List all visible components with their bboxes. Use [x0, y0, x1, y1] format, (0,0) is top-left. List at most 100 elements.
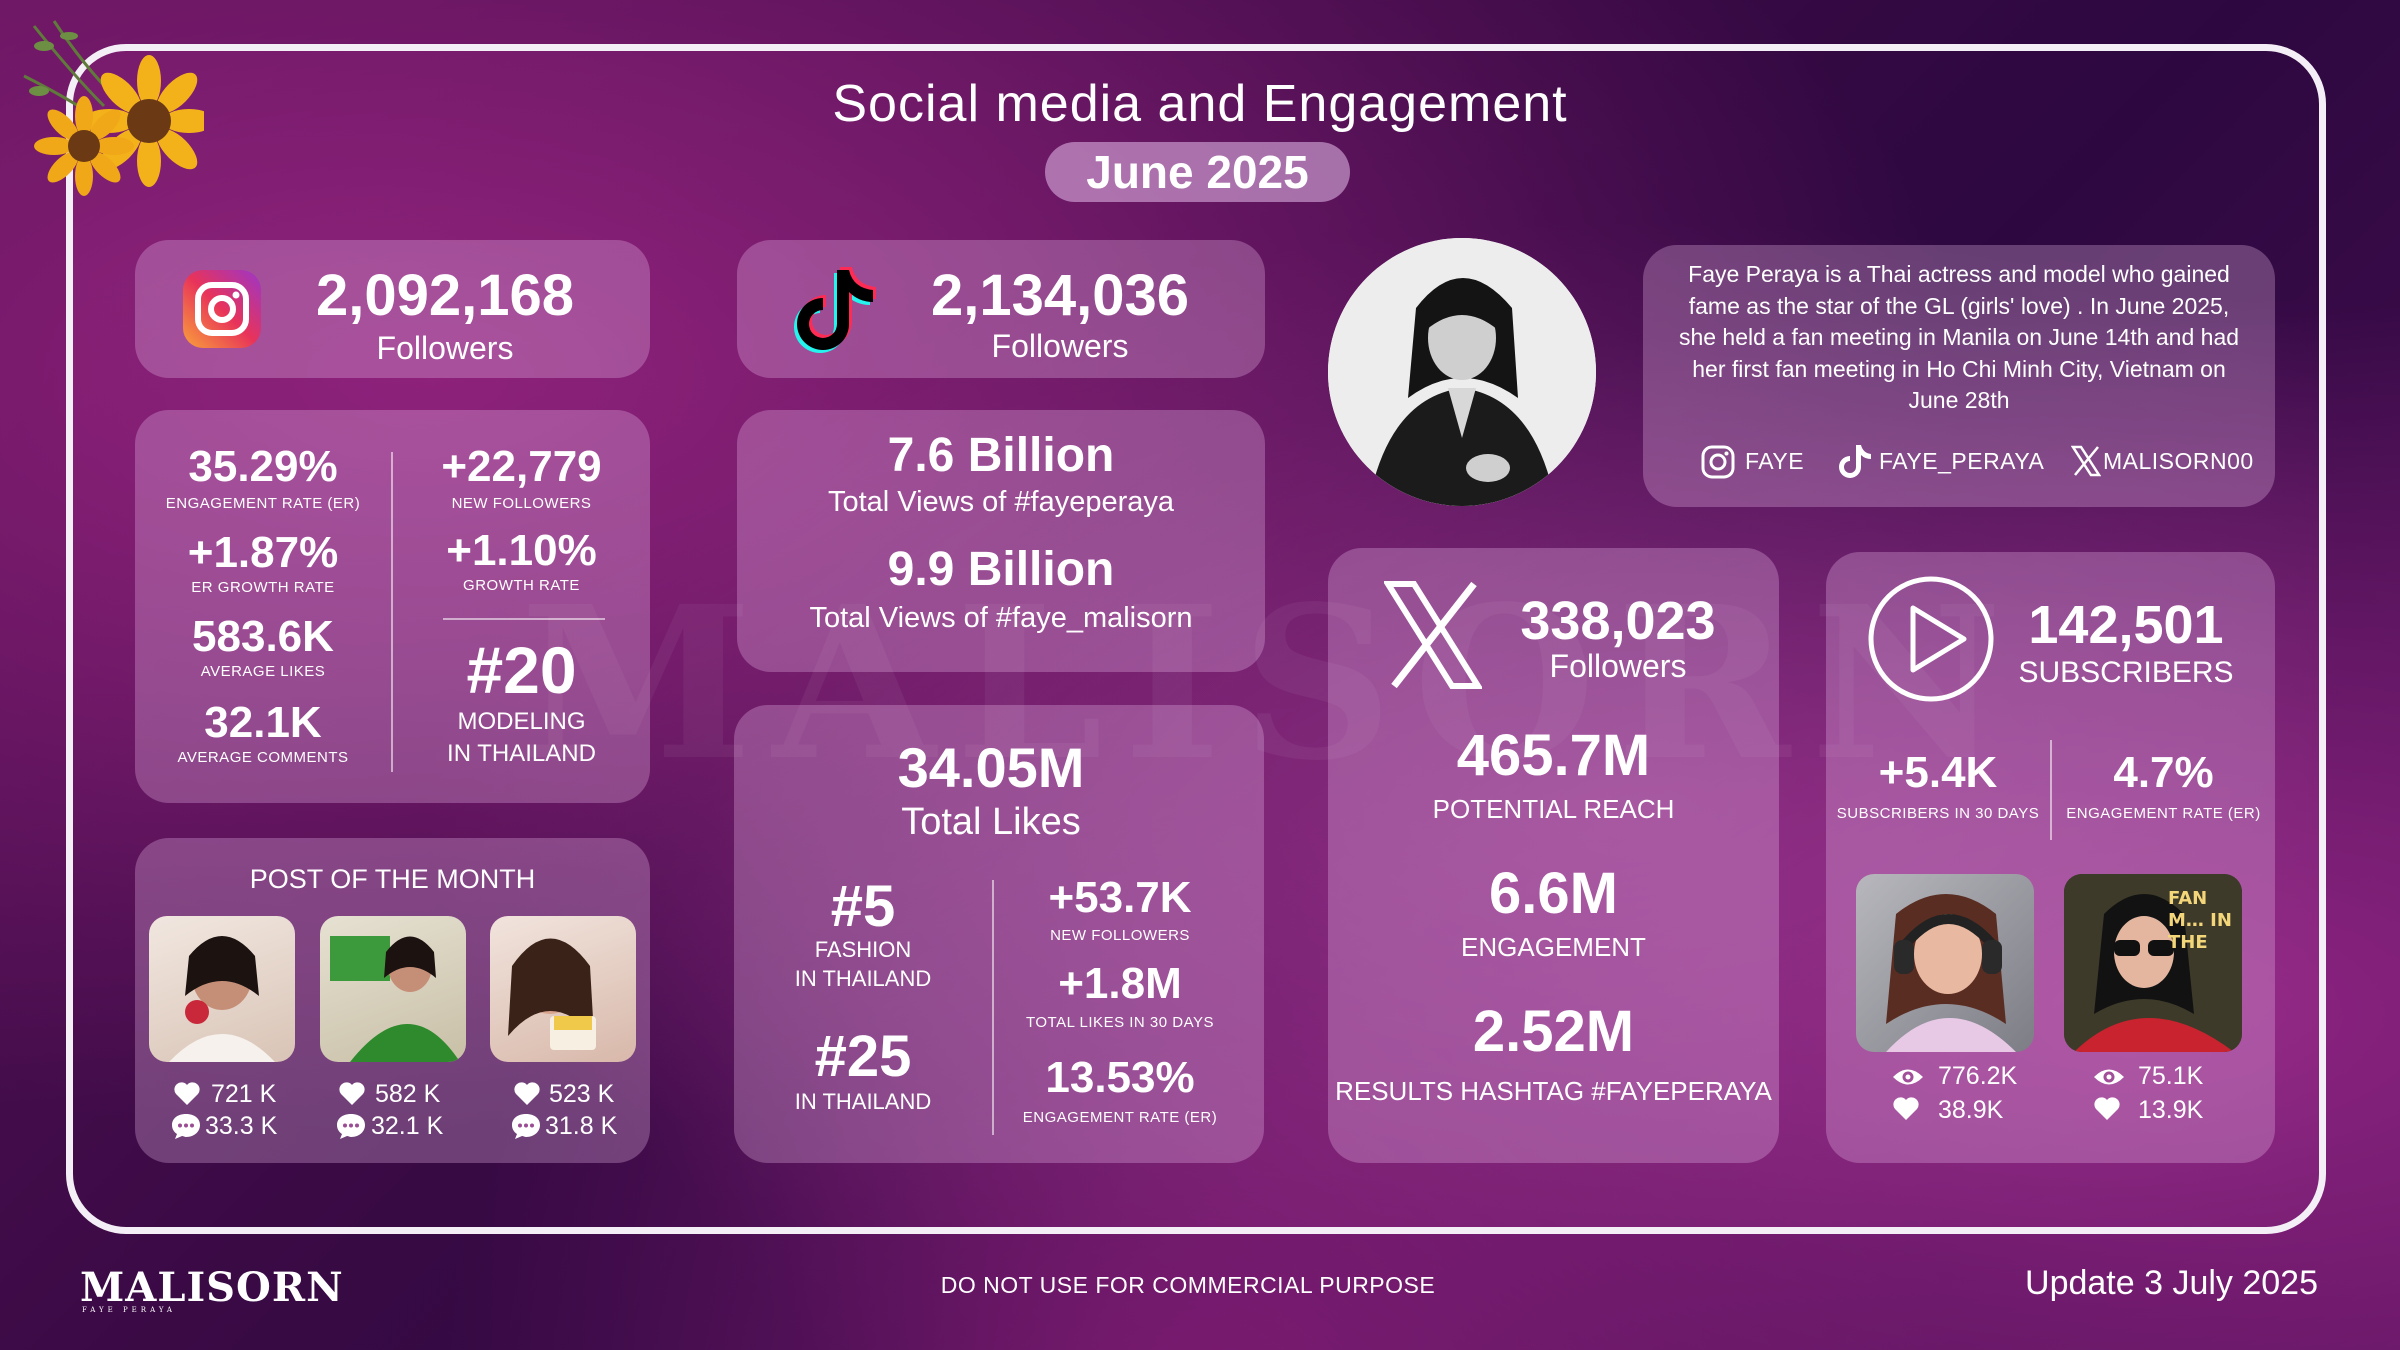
post-of-month-card: POST OF THE MONTH 721 K 33.3 K 582 K 32.… — [135, 838, 650, 1163]
fashion-rank-value: #5 — [830, 874, 896, 939]
comment-icon — [512, 1114, 540, 1139]
potential-reach-value: 465.7M — [1456, 723, 1651, 788]
x-followers-count: 338,023 — [1520, 591, 1716, 651]
instagram-followers-count: 2,092,168 — [315, 263, 575, 328]
video-thumbnail[interactable]: FAN M… IN THE — [2064, 874, 2242, 1052]
average-likes-label: AVERAGE LIKES — [200, 663, 326, 680]
post-likes: 582 K — [375, 1080, 441, 1108]
x-icon — [2071, 445, 2101, 477]
youtube-subscribers-label: SUBSCRIBERS — [2018, 656, 2234, 689]
tiktok-views-card: 7.6 Billion Total Views of #fayeperaya 9… — [737, 410, 1265, 672]
subs-30-days-label: SUBSCRIBERS IN 30 DAYS — [1836, 805, 2040, 822]
thailand-rank-value: #25 — [814, 1024, 912, 1089]
video-likes: 13.9K — [2138, 1096, 2204, 1124]
instagram-stats-card: 35.29% ENGAGEMENT RATE (ER) +1.87% ER GR… — [135, 410, 650, 803]
likes-30-days-value: +1.8M — [1058, 959, 1182, 1008]
growth-rate-value: +1.10% — [446, 526, 597, 575]
month-badge: June 2025 — [1045, 142, 1350, 202]
fashion-rank-line2: IN THAILAND — [794, 966, 932, 991]
post-thumbnail[interactable] — [490, 916, 636, 1062]
post-of-month-label: POST OF THE MONTH — [249, 864, 536, 894]
post-likes: 721 K — [211, 1080, 277, 1108]
er-growth-label: ER GROWTH RATE — [191, 579, 335, 596]
brand-logo: MALISORN — [80, 1264, 344, 1311]
youtube-er-label: ENGAGEMENT RATE (ER) — [2066, 805, 2261, 822]
potential-reach-label: POTENTIAL REACH — [1432, 794, 1675, 824]
new-followers-value: +22,779 — [441, 442, 602, 491]
hashtag-views-label: Total Views of #faye_malisorn — [809, 602, 1193, 634]
er-growth-value: +1.87% — [187, 528, 339, 577]
comment-icon — [172, 1114, 200, 1139]
tiktok-likes-card: 34.05M Total Likes #5 FASHION IN THAILAN… — [734, 705, 1264, 1163]
bio-text: Faye Peraya is a Thai actress and model … — [1678, 261, 2240, 413]
video-views: 75.1K — [2138, 1062, 2204, 1090]
video-overlay-text: FAN M… IN THE — [2168, 888, 2232, 953]
video-views: 776.2K — [1938, 1062, 2018, 1090]
engagement-rate-value: 35.29% — [188, 442, 338, 491]
engagement-rate-label: ENGAGEMENT RATE (ER) — [165, 495, 361, 512]
post-comments: 31.8 K — [545, 1112, 618, 1140]
engagement-label: ENGAGEMENT — [1461, 932, 1646, 962]
divider — [443, 618, 605, 620]
youtube-subscribers-count: 142,501 — [2028, 595, 2224, 655]
heart-icon — [339, 1082, 365, 1105]
modeling-rank-value: #20 — [466, 633, 577, 707]
video-likes: 38.9K — [1938, 1096, 2004, 1124]
sunflower-decoration — [23, 20, 204, 196]
video-thumbnail[interactable] — [1856, 874, 2034, 1052]
likes-30-days-label: TOTAL LIKES IN 30 DAYS — [1025, 1014, 1214, 1031]
eye-icon — [2094, 1069, 2124, 1085]
hashtag-views-value: 9.9 Billion — [887, 543, 1115, 596]
update-date: Update 3 July 2025 — [2025, 1264, 2318, 1302]
new-followers-label: NEW FOLLOWERS — [451, 495, 592, 512]
post-comments: 33.3 K — [205, 1112, 278, 1140]
average-likes-value: 583.6K — [192, 612, 334, 661]
tiktok-handle[interactable]: FAYE_PERAYA — [1879, 448, 2045, 474]
x-card: 338,023 Followers 465.7M POTENTIAL REACH… — [1328, 548, 1779, 1163]
growth-rate-label: GROWTH RATE — [463, 577, 580, 594]
profile-photo — [1328, 238, 1596, 506]
hashtag-views-value: 7.6 Billion — [887, 429, 1115, 482]
eye-icon — [1893, 1069, 1923, 1085]
tiktok-followers-card: 2,134,036 Followers — [737, 240, 1265, 378]
bio-card: Faye Peraya is a Thai actress and model … — [1643, 245, 2275, 507]
brand-subtitle: FAYE PERAYA — [82, 1306, 176, 1314]
tiktok-er-label: ENGAGEMENT RATE (ER) — [1022, 1109, 1218, 1126]
instagram-followers-card: 2,092,168 Followers — [135, 240, 650, 378]
total-likes-value: 34.05M — [897, 736, 1085, 799]
youtube-er-value: 4.7% — [2113, 748, 2214, 797]
post-thumbnail[interactable] — [320, 916, 466, 1062]
comment-icon — [337, 1114, 365, 1139]
engagement-value: 6.6M — [1489, 861, 1618, 926]
thailand-rank-line1: IN THAILAND — [794, 1089, 932, 1114]
tiktok-followers-label: Followers — [991, 328, 1129, 364]
hashtag-views-label: Total Views of #fayeperaya — [827, 486, 1175, 518]
divider — [992, 880, 994, 1135]
play-icon — [1868, 576, 1994, 702]
instagram-followers-label: Followers — [376, 330, 514, 366]
subs-30-days-value: +5.4K — [1878, 748, 1998, 797]
heart-icon — [2094, 1097, 2120, 1120]
page-title: Social media and Engagement — [832, 75, 1568, 133]
heart-icon — [174, 1082, 200, 1105]
hashtag-results-value: 2.52M — [1472, 999, 1635, 1064]
modeling-rank-line1: MODELING — [457, 708, 586, 735]
commercial-notice: DO NOT USE FOR COMMERCIAL PURPOSE — [940, 1272, 1436, 1298]
instagram-icon — [1701, 445, 1735, 479]
average-comments-label: AVERAGE COMMENTS — [177, 749, 349, 766]
post-thumbnail[interactable] — [149, 916, 295, 1062]
total-likes-label: Total Likes — [901, 801, 1081, 843]
hashtag-results-label: RESULTS HASHTAG #FAYEPERAYA — [1335, 1076, 1772, 1106]
modeling-rank-line2: IN THAILAND — [447, 740, 596, 767]
tiktok-followers-count: 2,134,036 — [930, 263, 1190, 328]
x-logo-icon — [1384, 581, 1482, 689]
instagram-icon — [183, 270, 261, 348]
tiktok-er-value: 13.53% — [1045, 1053, 1195, 1102]
divider — [391, 452, 393, 772]
x-handle[interactable]: MALISORN00 — [2103, 448, 2254, 474]
instagram-handle[interactable]: FAYE — [1745, 448, 1805, 474]
tiktok-icon — [794, 267, 876, 353]
divider — [2050, 740, 2052, 840]
post-likes: 523 K — [549, 1080, 615, 1108]
youtube-card: 142,501 SUBSCRIBERS +5.4K SUBSCRIBERS IN… — [1826, 552, 2275, 1163]
